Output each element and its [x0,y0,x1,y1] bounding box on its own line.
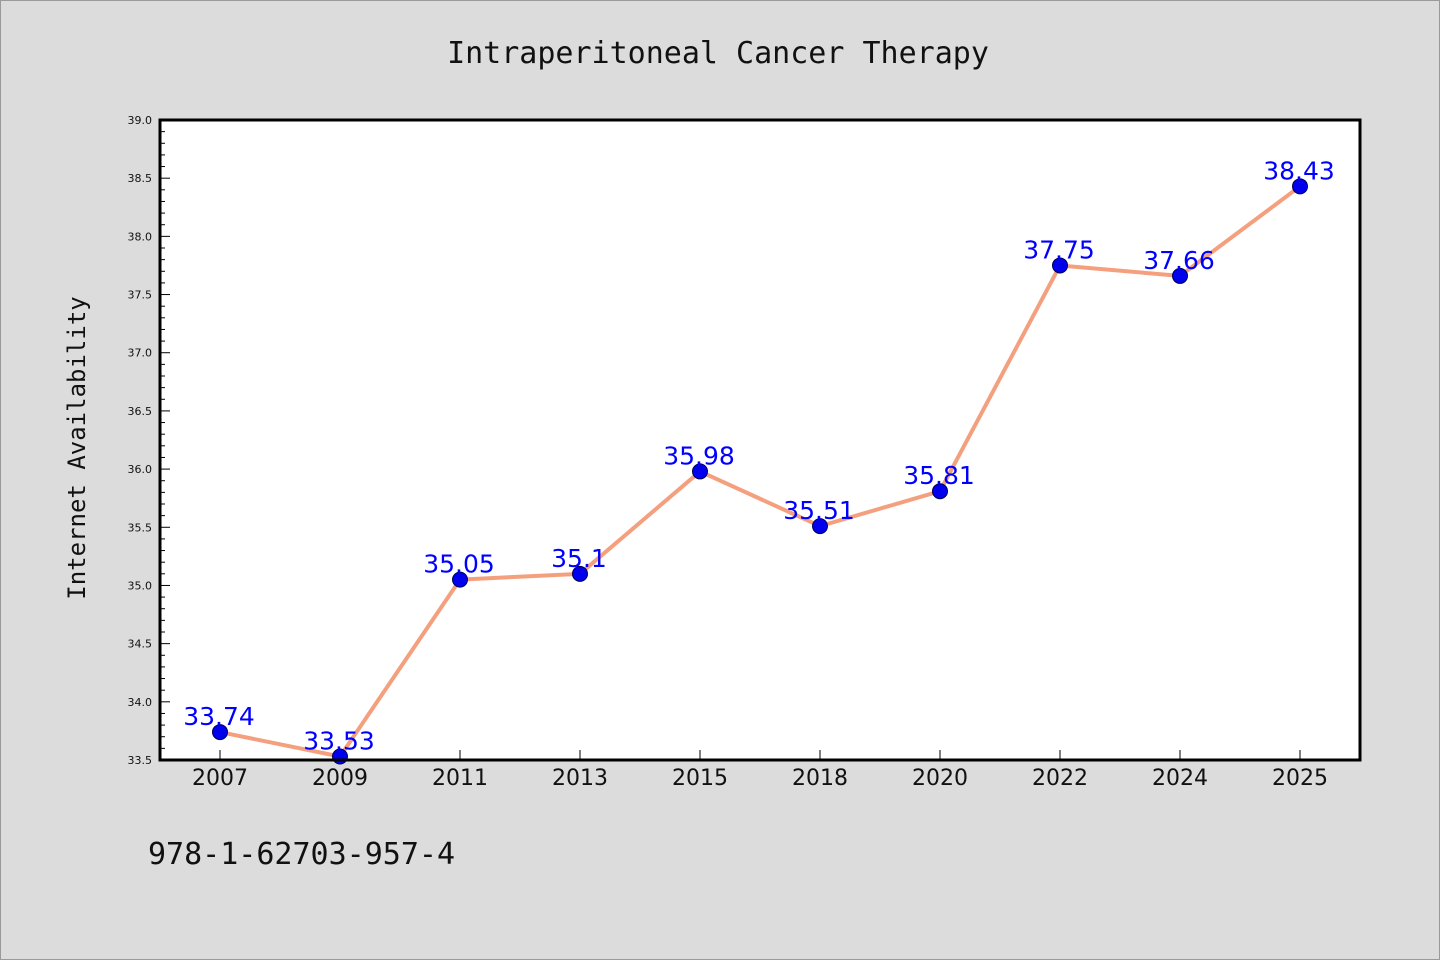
data-label: 38.43 [1263,156,1335,185]
data-label: 37.75 [1023,235,1095,264]
y-axis-ticks: 33.5 34.0 34.5 35.0 35.5 36.0 36.5 37.0 37.5 38.0… [128,114,170,767]
x-tick-label: 2013 [552,766,608,791]
y-tick-label: 34.5 [128,638,153,651]
data-point-marker [452,571,468,588]
data-point-marker [1172,267,1188,284]
data-label: 35.1 [551,544,607,573]
data-point-marker [572,565,588,582]
chart-title: Intraperitoneal Cancer Therapy [447,36,989,71]
y-tick-label: 38.0 [128,230,153,243]
y-tick-label: 35.5 [128,521,153,534]
x-tick-label: 2025 [1272,766,1328,791]
y-tick-label: 36.0 [128,463,153,476]
x-tick-label: 2015 [672,766,728,791]
x-tick-label: 2009 [312,766,368,791]
y-tick-label: 33.5 [128,754,153,767]
x-tick-label: 2007 [192,766,248,791]
y-tick-label: 36.5 [128,405,153,418]
x-tick-label: 2018 [792,766,848,791]
y-axis-label: Internet Availability [63,296,91,599]
data-label: 33.74 [183,702,255,731]
data-label: 37.66 [1143,246,1215,275]
data-label: 35.98 [663,441,735,470]
x-tick-label: 2011 [432,766,488,791]
y-tick-label: 37.0 [128,347,153,360]
x-tick-label: 2024 [1152,766,1208,791]
footer-id-text: 978-1-62703-957-4 [148,837,455,872]
plot-border [158,118,1362,762]
data-point-marker [1052,257,1068,274]
data-label: 33.53 [303,727,375,756]
data-point-marker [932,483,948,500]
y-tick-label: 38.5 [128,172,153,185]
y-tick-label: 37.5 [128,289,153,302]
data-point-marker [692,463,708,480]
x-tick-label: 2022 [1032,766,1088,791]
plot-area [160,120,1360,760]
series-layer: 33.74 33.53 35.05 35.1 35.98 35.51 35.81 37.75 3… [183,156,1335,765]
data-point-marker [212,724,228,741]
data-label: 35.05 [423,550,495,579]
series-line [218,184,1302,759]
y-tick-label: 34.0 [128,696,153,709]
y-tick-label: 39.0 [128,114,153,127]
x-tick-label: 2020 [912,766,968,791]
data-label: 35.81 [903,461,975,490]
data-label: 35.51 [783,496,855,525]
data-point-marker [812,518,828,535]
y-tick-label: 35.0 [128,579,153,592]
x-axis-ticks: 2007 2009 2011 2013 2015 2018 2020 2022 2024 2025 [192,750,1328,791]
data-point-marker [1292,178,1308,195]
